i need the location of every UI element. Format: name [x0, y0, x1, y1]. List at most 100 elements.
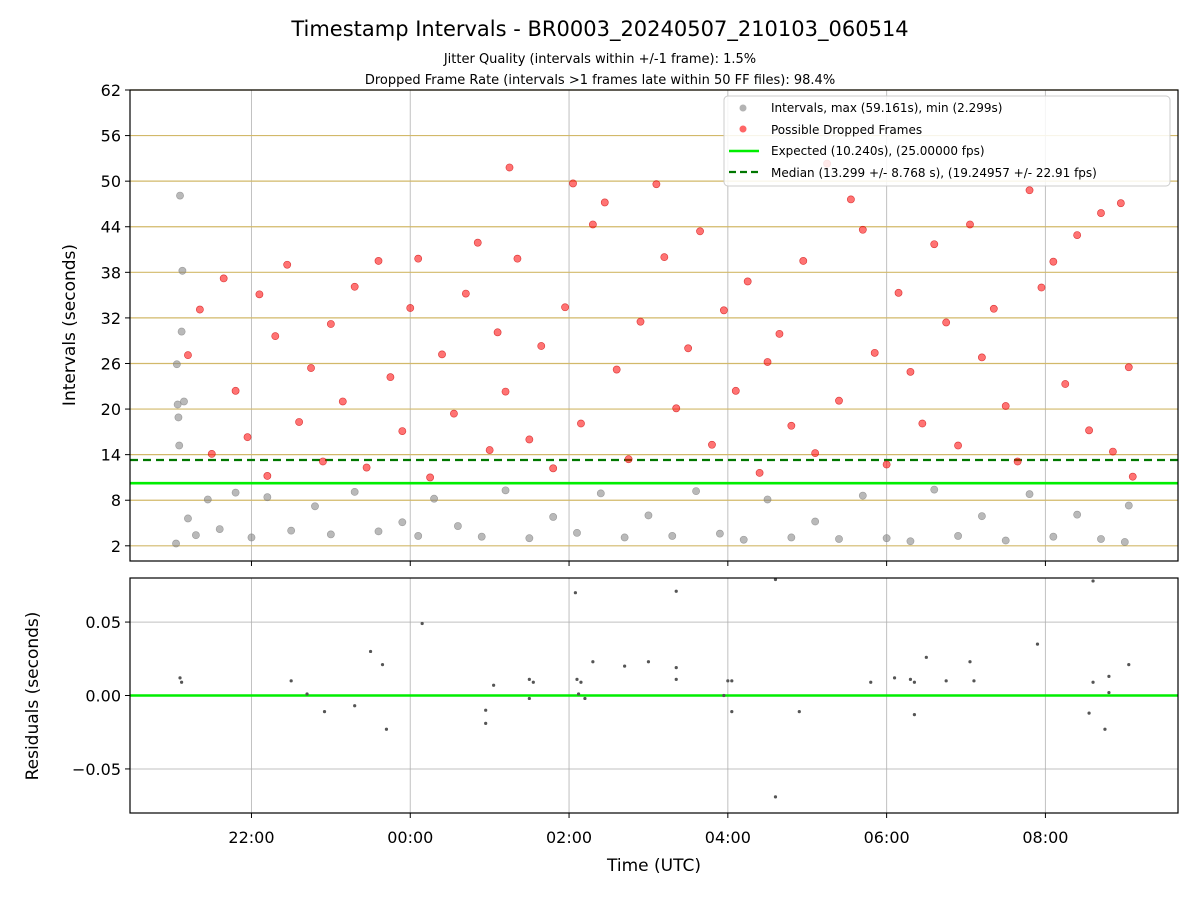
legend-marker-dropped [739, 125, 747, 133]
interval-point [184, 514, 192, 523]
interval-point [715, 529, 724, 538]
residual-point [797, 710, 801, 714]
dropped-frame-point [350, 282, 359, 291]
dropped-frame-point [1085, 426, 1093, 435]
legend: Intervals, max (59.161s), min (2.299s) P… [723, 95, 1171, 187]
bottom-y-tick-label: 0.00 [85, 687, 121, 706]
dropped-frame-point [835, 396, 843, 405]
dropped-frame-point [283, 260, 292, 269]
residual-point [912, 680, 917, 684]
legend-marker-intervals [739, 104, 747, 112]
residual-point [380, 663, 385, 667]
residual-point [368, 649, 373, 654]
residual-point [1091, 680, 1095, 684]
residual-point [674, 677, 678, 681]
dropped-frame-point [295, 418, 304, 426]
bottom-y-tick-label: −0.05 [72, 760, 121, 779]
interval-point [906, 537, 915, 546]
top-y-tick-label: 2 [111, 537, 121, 556]
dropped-frame-point [636, 317, 645, 326]
interval-point [176, 191, 184, 200]
interval-point [180, 397, 188, 406]
dropped-frame-point [708, 440, 716, 449]
interval-point [1049, 532, 1058, 541]
residual-point [180, 680, 184, 684]
dropped-frame-point [426, 473, 435, 482]
interval-point [811, 517, 820, 526]
top-y-tick-label: 8 [111, 491, 121, 510]
dropped-frame-point [1061, 380, 1070, 388]
residual-point [1107, 674, 1111, 679]
legend-label-median: Median (13.299 +/- 8.768 s), (19.24957 +… [771, 166, 1097, 180]
dropped-frame-point [1124, 363, 1133, 372]
residual-point [527, 696, 531, 701]
interval-point [525, 534, 534, 543]
dropped-frame-point [493, 328, 502, 337]
interval-point [477, 532, 486, 541]
interval-point [739, 535, 748, 544]
interval-point [573, 528, 581, 537]
dropped-frame-point [870, 348, 879, 357]
dropped-frame-point [989, 304, 998, 313]
dropped-frame-point [505, 163, 514, 172]
dropped-frame-point [684, 344, 693, 353]
residual-point [674, 589, 678, 593]
interval-point [763, 495, 772, 504]
residual-point [674, 665, 678, 670]
residual-point [305, 692, 309, 696]
top-plot-frame [129, 89, 1179, 562]
dropped-frame-point [1001, 402, 1010, 410]
dropped-frame-point [207, 449, 216, 458]
dropped-frame-point [588, 220, 597, 229]
top-y-tick-label: 14 [101, 446, 121, 465]
dropped-frame-point [696, 227, 704, 236]
dropped-frame-point [406, 304, 415, 312]
interval-point [1097, 535, 1105, 543]
chart-title: Timestamp Intervals - BR0003_20240507_21… [290, 17, 908, 42]
interval-point [858, 491, 867, 500]
interval-point [247, 533, 256, 542]
dropped-frame-point [743, 277, 752, 286]
dropped-frame-point [719, 306, 728, 315]
dropped-frame-point [731, 386, 740, 395]
interval-point [215, 525, 224, 533]
dropped-frame-point [414, 254, 423, 263]
top-y-tick-label: 56 [101, 127, 121, 146]
top-y-axis-label: Intervals (seconds) [60, 244, 80, 406]
dropped-frame-point [577, 419, 585, 428]
residual-point [1035, 642, 1040, 646]
dropped-frame-point [1073, 231, 1082, 239]
x-tick-label: 00:00 [387, 828, 433, 847]
dropped-frame-point [672, 404, 681, 413]
dropped-frame-point [1116, 199, 1125, 208]
interval-point [263, 493, 272, 502]
residual-point [773, 577, 778, 582]
interval-point [374, 527, 383, 536]
chart-subtitle-jitter: Jitter Quality (intervals within +/-1 fr… [443, 52, 756, 67]
interval-point [930, 485, 939, 494]
dropped-frame-point [858, 225, 867, 234]
dropped-frame-point [549, 464, 558, 473]
legend-label-dropped: Possible Dropped Frames [771, 123, 922, 137]
dropped-frame-point [263, 472, 272, 480]
bottom-y-tick-label: 0.05 [85, 613, 121, 632]
dropped-frame-point [195, 305, 204, 314]
dropped-frame-point [398, 427, 407, 435]
dropped-frame-point [846, 195, 855, 204]
residual-point [892, 676, 897, 680]
residual-point [623, 664, 627, 668]
dropped-frame-point [1013, 457, 1022, 466]
residual-point [944, 679, 948, 683]
interval-point [835, 535, 843, 543]
residual-point [1127, 663, 1131, 667]
dropped-frame-point [231, 386, 240, 395]
dropped-frame-point [1049, 257, 1058, 266]
dropped-frame-point [561, 303, 569, 312]
top-y-tick-label: 26 [101, 354, 121, 373]
residual-point [730, 710, 734, 714]
interval-point [326, 530, 335, 539]
dropped-frame-point [374, 257, 383, 265]
residual-point [1107, 690, 1111, 695]
dropped-frame-point [537, 342, 546, 350]
residual-point [420, 621, 424, 626]
